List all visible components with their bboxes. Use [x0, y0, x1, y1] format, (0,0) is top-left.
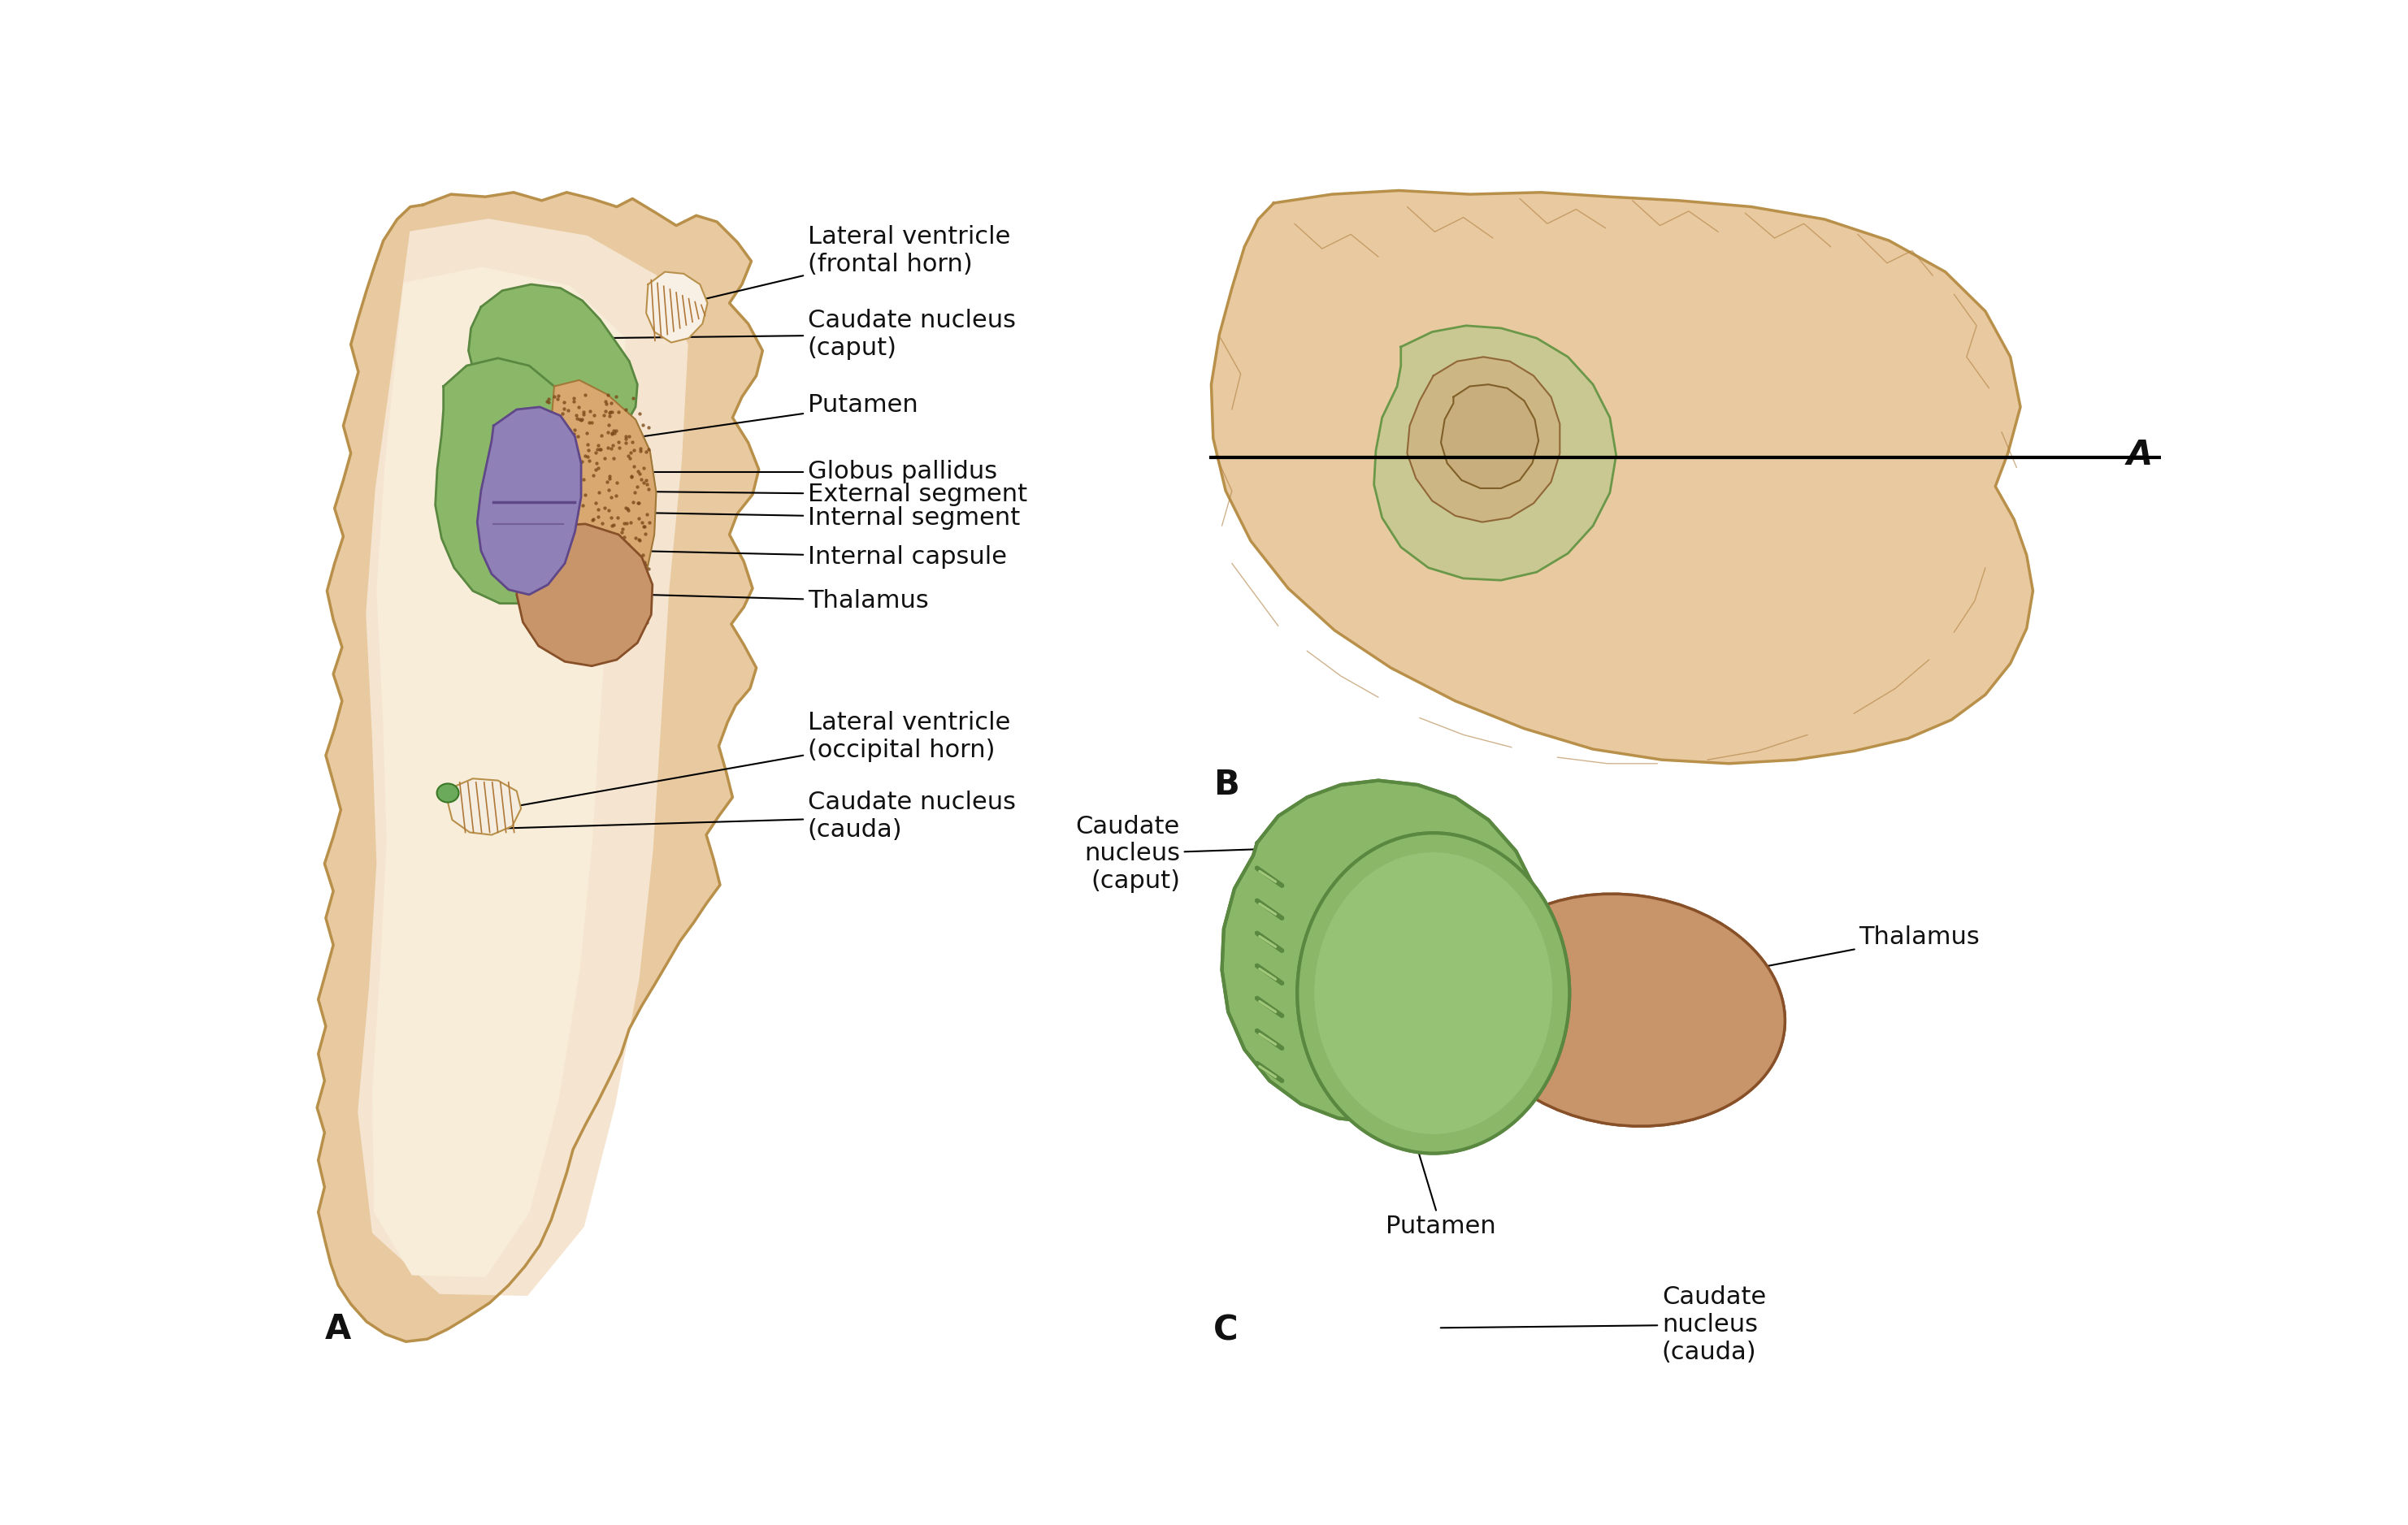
- Text: Thalamus: Thalamus: [1628, 926, 1979, 993]
- Text: Thalamus: Thalamus: [645, 589, 929, 613]
- Polygon shape: [645, 271, 708, 343]
- Ellipse shape: [1466, 894, 1784, 1125]
- Ellipse shape: [566, 395, 590, 415]
- Ellipse shape: [1466, 894, 1784, 1125]
- Polygon shape: [1221, 781, 1546, 1122]
- Text: Caudate
nucleus
(cauda): Caudate nucleus (cauda): [1440, 1286, 1765, 1363]
- Text: Caudate
nucleus
(caput): Caudate nucleus (caput): [1076, 814, 1255, 892]
- Polygon shape: [373, 267, 626, 1276]
- Text: Putamen: Putamen: [527, 393, 917, 453]
- Polygon shape: [1406, 357, 1560, 522]
- Text: A: A: [2126, 438, 2153, 473]
- Polygon shape: [470, 284, 638, 444]
- Ellipse shape: [1298, 833, 1570, 1153]
- Text: Lateral ventricle
(occipital horn): Lateral ventricle (occipital horn): [506, 711, 1011, 808]
- Text: Caudate nucleus
(cauda): Caudate nucleus (cauda): [496, 790, 1016, 842]
- Text: A: A: [325, 1313, 352, 1347]
- Text: B: B: [1214, 769, 1240, 802]
- Polygon shape: [537, 380, 657, 630]
- Ellipse shape: [1315, 852, 1553, 1135]
- Ellipse shape: [559, 473, 583, 493]
- Polygon shape: [477, 407, 580, 595]
- Polygon shape: [1221, 781, 1546, 1122]
- Polygon shape: [1440, 384, 1539, 488]
- Ellipse shape: [436, 784, 460, 802]
- Text: External segment: External segment: [571, 483, 1028, 506]
- Text: C: C: [1214, 1313, 1238, 1348]
- Text: Globus pallidus: Globus pallidus: [580, 461, 997, 483]
- Ellipse shape: [1315, 852, 1553, 1135]
- Polygon shape: [518, 525, 653, 666]
- Polygon shape: [1211, 191, 2032, 764]
- Text: Internal segment: Internal segment: [571, 506, 1021, 529]
- Text: Lateral ventricle
(frontal horn): Lateral ventricle (frontal horn): [681, 226, 1011, 305]
- Polygon shape: [448, 779, 520, 834]
- Text: Internal capsule: Internal capsule: [636, 546, 1007, 569]
- Ellipse shape: [556, 512, 580, 531]
- Text: Putamen: Putamen: [1385, 1132, 1495, 1238]
- Ellipse shape: [1298, 833, 1570, 1153]
- Ellipse shape: [563, 435, 585, 453]
- Text: Caudate nucleus
(caput): Caudate nucleus (caput): [597, 310, 1016, 360]
- Ellipse shape: [554, 551, 578, 570]
- Polygon shape: [359, 220, 689, 1295]
- Polygon shape: [436, 358, 588, 604]
- Polygon shape: [318, 192, 763, 1342]
- Polygon shape: [1375, 326, 1616, 580]
